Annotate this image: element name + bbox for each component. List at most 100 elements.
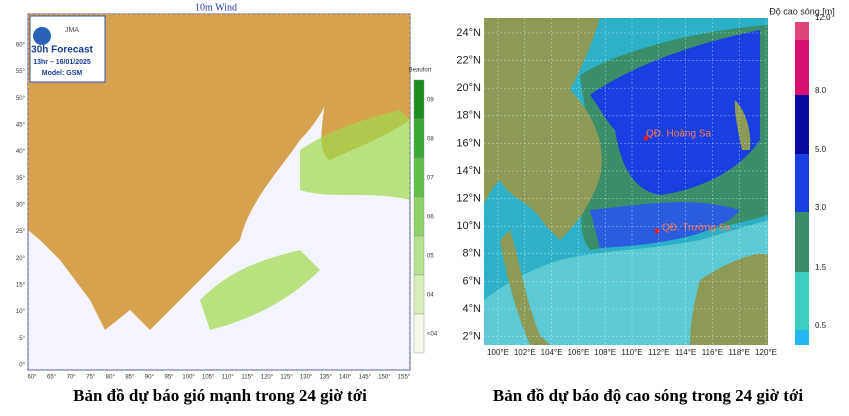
- lon-label: 112°E: [648, 348, 669, 357]
- lat-label: 5°: [19, 336, 25, 342]
- beaufort-label: 09: [427, 98, 434, 104]
- lat-label: 22°N: [456, 55, 481, 67]
- wave-swatch: [795, 330, 809, 345]
- wave-swatch: [795, 272, 809, 330]
- lat-label: 6°N: [463, 275, 482, 287]
- lat-label: 18°N: [456, 110, 481, 122]
- place-marker: [654, 228, 660, 234]
- lat-label: 30°: [16, 203, 26, 209]
- lon-label: 70°: [67, 375, 77, 381]
- wind-title: 10m Wind: [195, 2, 237, 13]
- land: [484, 18, 602, 240]
- lon-label: 135°: [319, 375, 332, 381]
- land: [734, 100, 751, 150]
- lon-label: 80°: [106, 375, 116, 381]
- place-label: QĐ. Hoàng Sa: [646, 129, 711, 140]
- lon-label: 95°: [165, 375, 175, 381]
- lon-label: 120°: [261, 375, 274, 381]
- lon-label: 140°: [339, 375, 352, 381]
- beaufort-swatch: [413, 196, 425, 237]
- wave-label: 8.0: [815, 86, 827, 95]
- beaufort-label: 07: [427, 176, 434, 182]
- wave-label: 5.0: [815, 145, 827, 154]
- lon-label: 106°E: [567, 348, 589, 357]
- lat-label: 2°N: [463, 331, 482, 343]
- lon-label: 145°: [359, 375, 372, 381]
- lon-label: 116°E: [702, 348, 723, 357]
- lat-label: 4°N: [463, 303, 482, 315]
- lon-label: 130°: [300, 375, 313, 381]
- lon-label: 85°: [125, 375, 135, 381]
- lon-label: 120°E: [755, 348, 777, 357]
- lat-label: 12°N: [456, 193, 481, 205]
- wave-label: 12.0: [815, 13, 831, 22]
- lon-label: 118°E: [729, 348, 750, 357]
- strong-wind: [200, 250, 320, 330]
- lon-label: 102°E: [514, 348, 536, 357]
- wave-swatch: [795, 22, 809, 40]
- lon-label: 108°E: [594, 348, 616, 357]
- time: 13hr – 16/01/2025: [33, 59, 91, 66]
- lat-label: 0°: [19, 363, 25, 369]
- wave-swatch: [795, 95, 809, 154]
- lon-label: 90°: [145, 375, 155, 381]
- lat-label: 15°: [16, 283, 26, 289]
- lon-label: 105°: [202, 375, 215, 381]
- lon-label: 155°: [398, 375, 411, 381]
- wave-label: 0.5: [815, 321, 827, 330]
- beaufort-swatch: [413, 313, 425, 354]
- lon-label: 65°: [47, 375, 57, 381]
- lat-label: 8°N: [463, 248, 482, 260]
- beaufort-swatch: [413, 118, 425, 159]
- beaufort-title: Beaufort: [409, 68, 432, 74]
- lon-label: 100°E: [487, 348, 509, 357]
- sea-high: [590, 30, 760, 195]
- info-box: [29, 15, 106, 83]
- lat-label: 20°N: [456, 82, 481, 94]
- lon-label: 104°E: [541, 348, 563, 357]
- wave-swatch: [795, 154, 809, 212]
- lat-label: 14°N: [456, 165, 481, 177]
- lon-label: 110°: [222, 375, 235, 381]
- place-label: QĐ. Trường Sa: [662, 223, 731, 234]
- model: Model: GSM: [42, 70, 83, 77]
- land: [28, 14, 343, 330]
- lon-label: 60°: [27, 375, 37, 381]
- lon-label: 75°: [86, 375, 96, 381]
- lon-label: 110°E: [621, 348, 642, 357]
- sea-high: [590, 202, 740, 248]
- lat-label: 25°: [16, 229, 26, 235]
- caption: Bản đồ dự báo gió mạnh trong 24 giờ tới: [73, 386, 367, 405]
- land: [690, 253, 768, 345]
- lat-label: 50°: [16, 96, 26, 102]
- logo: [33, 27, 51, 45]
- wave-legend-title: Độ cao sóng [m]: [769, 6, 835, 16]
- lat-label: 60°: [16, 43, 26, 49]
- caption: Bản đồ dự báo độ cao sóng trong 24 giờ t…: [493, 386, 803, 405]
- beaufort-swatch: [413, 235, 425, 276]
- agency: JMA: [65, 27, 79, 34]
- beaufort-swatch: [413, 157, 425, 198]
- lon-label: 125°: [280, 375, 293, 381]
- lat-label: 35°: [16, 176, 26, 182]
- wave-label: 1.5: [815, 263, 827, 272]
- beaufort-label: <04: [427, 332, 438, 338]
- lat-label: 16°N: [456, 137, 481, 149]
- lat-label: 10°N: [456, 220, 481, 232]
- lat-label: 20°: [16, 256, 26, 262]
- beaufort-label: 08: [427, 137, 434, 143]
- lat-label: 10°: [16, 309, 26, 315]
- beaufort-swatch: [413, 79, 425, 120]
- wave-label: 3.0: [815, 203, 827, 212]
- lon-label: 100°: [182, 375, 195, 381]
- beaufort-label: 05: [427, 254, 434, 260]
- wave-swatch: [795, 40, 809, 95]
- lat-label: 45°: [16, 123, 26, 129]
- forecast: 30h Forecast: [31, 45, 93, 56]
- lon-label: 114°E: [675, 348, 696, 357]
- lat-label: 55°: [16, 69, 26, 75]
- lat-label: 24°N: [456, 27, 481, 39]
- beaufort-label: 06: [427, 215, 434, 221]
- beaufort-label: 04: [427, 293, 434, 299]
